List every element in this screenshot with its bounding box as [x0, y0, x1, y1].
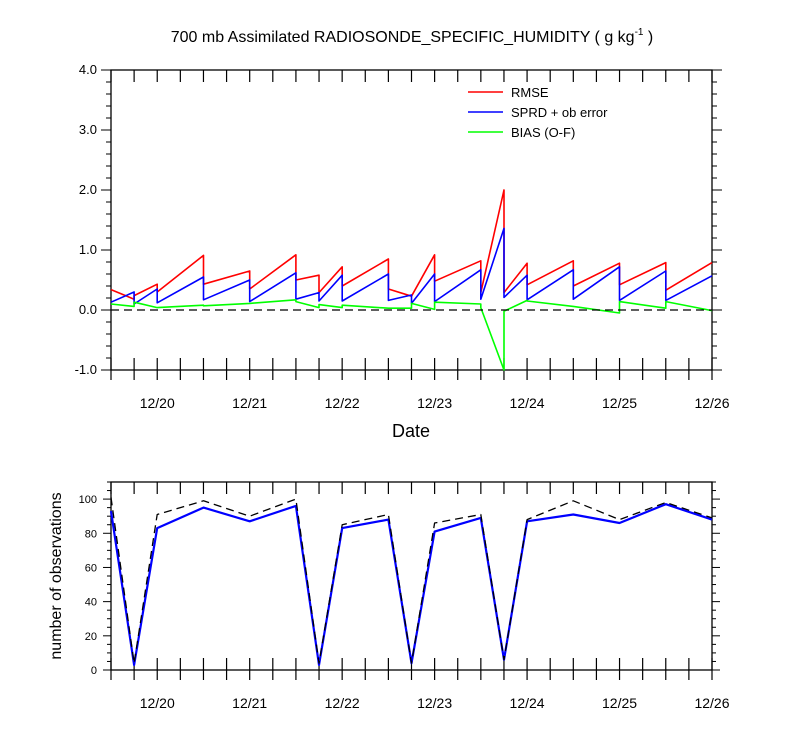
legend: RMSE SPRD + ob error BIAS (O-F) — [468, 85, 608, 140]
x-tick-label: 12/23 — [417, 695, 452, 711]
chart-title: 700 mb Assimilated RADIOSONDE_SPECIFIC_H… — [171, 27, 654, 46]
y-tick-label: 60 — [85, 562, 97, 574]
x-tick-label: 12/25 — [602, 695, 637, 711]
y-axis-title-observations: number of observations — [48, 492, 65, 659]
y-tick-label: 0.0 — [79, 302, 97, 317]
x-tick-label: 12/24 — [510, 695, 545, 711]
legend-label-rmse: RMSE — [511, 85, 549, 100]
bottom-x-tick-labels: 12/20 12/21 12/22 12/23 12/24 12/25 12/26 — [140, 695, 730, 711]
top-axis-ticks — [101, 69, 722, 380]
series-line-sprd-ob-error — [110, 227, 713, 305]
top-y-tick-labels: -1.0 0.0 1.0 2.0 3.0 4.0 — [75, 62, 97, 377]
series-line-total — [110, 497, 713, 664]
y-tick-label: 40 — [85, 597, 97, 609]
x-tick-label: 12/22 — [325, 695, 360, 711]
x-tick-label: 12/21 — [232, 695, 267, 711]
x-tick-label: 12/22 — [325, 395, 360, 411]
x-tick-label: 12/21 — [232, 395, 267, 411]
y-tick-label: 100 — [79, 494, 97, 506]
legend-label-sprd: SPRD + ob error — [511, 105, 608, 120]
x-tick-label: 12/26 — [694, 695, 729, 711]
y-tick-label: 0 — [91, 665, 97, 677]
y-tick-label: 1.0 — [79, 242, 97, 257]
top-plot-series — [110, 189, 713, 371]
x-tick-label: 12/20 — [140, 695, 175, 711]
legend-label-bias: BIAS (O-F) — [511, 125, 575, 140]
bottom-plot-frame — [110, 481, 713, 671]
series-line-assimilated — [109, 503, 713, 667]
y-tick-label: 2.0 — [79, 182, 97, 197]
x-tick-label: 12/26 — [694, 395, 729, 411]
x-tick-label: 12/24 — [510, 395, 545, 411]
bottom-plot-series — [109, 497, 713, 667]
x-tick-label: 12/23 — [417, 395, 452, 411]
y-tick-label: 20 — [85, 631, 97, 643]
x-axis-title: Date — [392, 421, 430, 441]
y-tick-label: 4.0 — [79, 62, 97, 77]
y-tick-label: -1.0 — [75, 362, 97, 377]
y-tick-label: 3.0 — [79, 122, 97, 137]
x-tick-label: 12/25 — [602, 395, 637, 411]
series-line-rmse — [110, 189, 713, 301]
top-plot-frame — [110, 69, 713, 371]
series-line-bias-o-f — [110, 298, 713, 371]
bottom-y-tick-labels: 0 20 40 60 80 100 — [79, 494, 97, 677]
y-tick-label: 80 — [85, 528, 97, 540]
top-x-tick-labels: 12/20 12/21 12/22 12/23 12/24 12/25 12/26 — [140, 395, 730, 411]
x-tick-label: 12/20 — [140, 395, 175, 411]
